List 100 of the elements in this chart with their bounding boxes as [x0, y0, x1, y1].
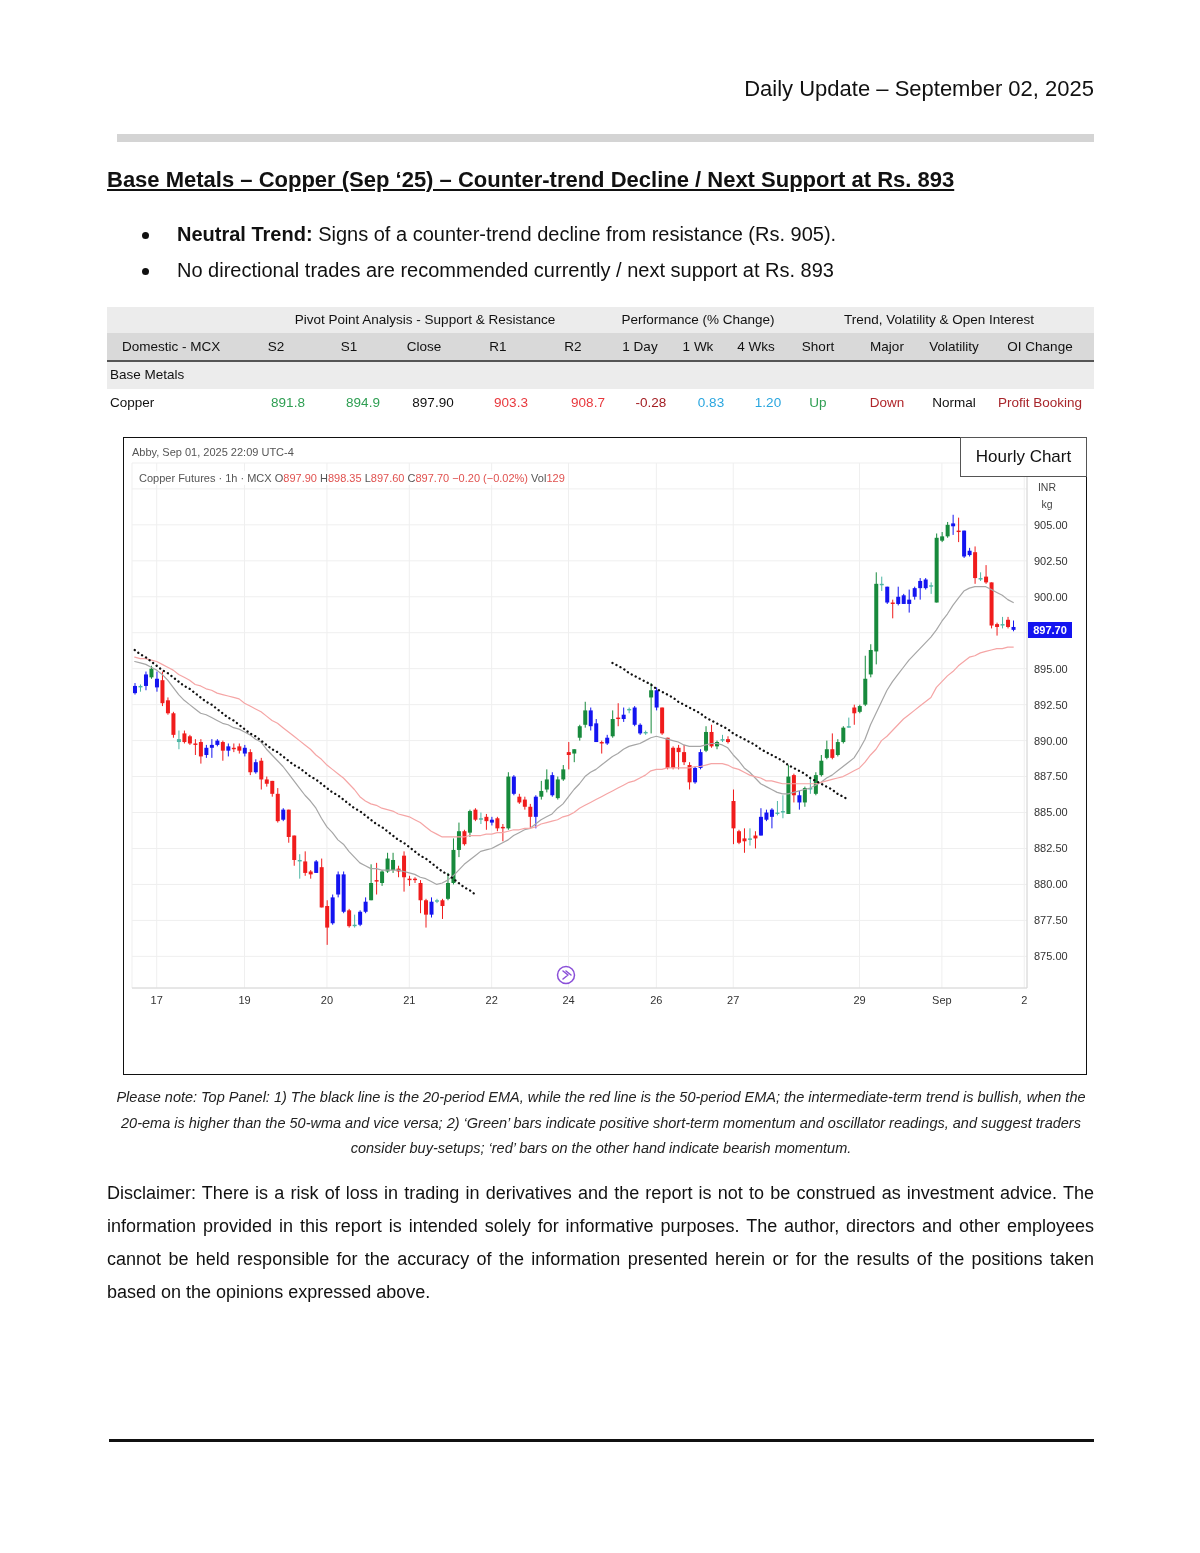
candlestick	[478, 812, 483, 825]
candlestick	[369, 863, 374, 901]
text: Pivot Point Analysis - Support & Resistance	[294, 312, 556, 328]
candlestick	[209, 738, 214, 759]
y-tick-label: 877.50	[1034, 914, 1068, 927]
x-tick-label: 24	[562, 993, 575, 1006]
candlestick	[698, 748, 703, 770]
annotation: Copper Futures · 1h · MCX	[139, 472, 272, 484]
y-tick-label: 885.00	[1034, 806, 1068, 819]
candlestick	[143, 671, 148, 691]
text: Up	[809, 395, 827, 411]
candlestick	[704, 725, 709, 753]
candlestick	[528, 803, 533, 829]
candlestick	[336, 870, 341, 898]
candlestick	[676, 744, 681, 770]
candlestick	[539, 780, 544, 801]
text: 1 Day	[622, 339, 658, 355]
candlestick	[434, 898, 439, 904]
text: Major	[870, 339, 904, 355]
candlestick	[248, 748, 253, 776]
y-tick-label: 880.00	[1034, 878, 1068, 891]
text: 0.83	[697, 395, 725, 411]
text: Copper	[110, 395, 155, 411]
candlestick	[533, 794, 538, 829]
text: Down	[869, 395, 905, 411]
text: Base Metals – Copper (Sep ‘25) – Counter-trend Decline / Next Support at Rs. 893	[107, 166, 955, 194]
text: Daily Update – September 02, 2025	[744, 75, 1094, 103]
candlestick	[566, 741, 571, 770]
y-tick-label: 905.00	[1034, 518, 1068, 531]
candlestick	[347, 908, 352, 929]
candlestick	[171, 711, 176, 739]
x-tick-label: 27	[727, 993, 740, 1006]
candlestick	[918, 577, 923, 601]
text: Abby, Sep 01, 2025 22:09 UTC-4	[132, 445, 294, 459]
y-tick-label: 887.50	[1034, 770, 1068, 783]
candlestick	[583, 701, 588, 729]
candlestick	[824, 740, 829, 760]
text: Base Metals	[110, 367, 185, 383]
text: Neutral Trend:	[177, 223, 313, 245]
text: Trend, Volatility & Open Interest	[843, 312, 1035, 328]
candlestick	[198, 738, 203, 765]
x-tick-label: 17	[150, 993, 163, 1006]
text: Disclaimer: There is a risk of loss in trading in derivatives and the report is not to be construed as investment advice. The information provided in this report is intended solely for informative purposes. The author, directors and other employees cannot be held responsible for the accuracy of the information presented herein or for the results of the positions taken based on the opinions expressed above.	[107, 1182, 1094, 1304]
candlestick	[154, 671, 159, 693]
candlestick	[259, 757, 264, 791]
y-tick-label: 902.50	[1034, 554, 1068, 567]
text: 897.90	[412, 395, 454, 411]
text: 1 Wk	[682, 339, 714, 355]
text: S1	[340, 339, 358, 355]
candlestick	[726, 735, 731, 744]
x-tick-label: 21	[403, 993, 416, 1006]
candlestick	[489, 816, 494, 826]
candlestick	[440, 898, 445, 920]
y-axis-title: INR kg	[1036, 481, 1058, 511]
candlestick	[429, 896, 434, 919]
text: Profit Booking	[997, 395, 1083, 411]
text: Volatility	[929, 339, 979, 355]
y-tick-label: 882.50	[1034, 842, 1068, 855]
x-tick-label: 19	[238, 993, 251, 1006]
text: 1.20	[754, 395, 782, 411]
x-tick-label: 22	[485, 993, 498, 1006]
y-tick-label: 890.00	[1034, 734, 1068, 747]
text: 894.9	[346, 395, 380, 411]
candlestick	[632, 705, 637, 727]
text: 903.3	[494, 395, 528, 411]
text: Close	[406, 339, 442, 355]
line-series	[611, 661, 850, 801]
text: 891.8	[271, 395, 305, 411]
candlestick	[709, 724, 714, 749]
candlestick	[687, 761, 692, 791]
candlestick	[176, 730, 181, 750]
candlestick	[303, 850, 308, 877]
text: O897.90 H898.35 L897.60 C897.70 −0.20 (−0.02%) Vol129	[274, 472, 565, 484]
text: S2	[267, 339, 285, 355]
text: R2	[564, 339, 582, 355]
text: OI Change	[1007, 339, 1073, 355]
text: 4 Wks	[737, 339, 775, 355]
y-tick-label: 892.50	[1034, 698, 1068, 711]
candlestick	[544, 768, 549, 793]
candlestick	[797, 790, 802, 811]
x-tick-label: 29	[853, 993, 866, 1006]
candlestick	[610, 709, 615, 739]
text: Performance (% Change)	[621, 312, 775, 328]
text: Normal	[932, 395, 976, 411]
text: -0.28	[635, 395, 667, 411]
candlestick	[511, 774, 516, 796]
candlestick	[682, 744, 687, 766]
candlestick	[747, 827, 752, 847]
candlestick	[456, 822, 461, 858]
x-tick-label: Sep	[932, 993, 952, 1006]
candlestick	[896, 586, 901, 606]
candlestick	[160, 671, 165, 707]
candlestick	[374, 862, 379, 896]
candlestick	[445, 872, 450, 901]
candlestick	[424, 898, 429, 929]
candlestick	[402, 850, 407, 893]
text: Domestic - MCX	[122, 339, 221, 355]
x-tick-label: 2	[1021, 993, 1028, 1006]
candlestick	[467, 809, 472, 838]
text: Signs of a counter-trend decline from resistance (Rs. 905).	[318, 223, 837, 245]
